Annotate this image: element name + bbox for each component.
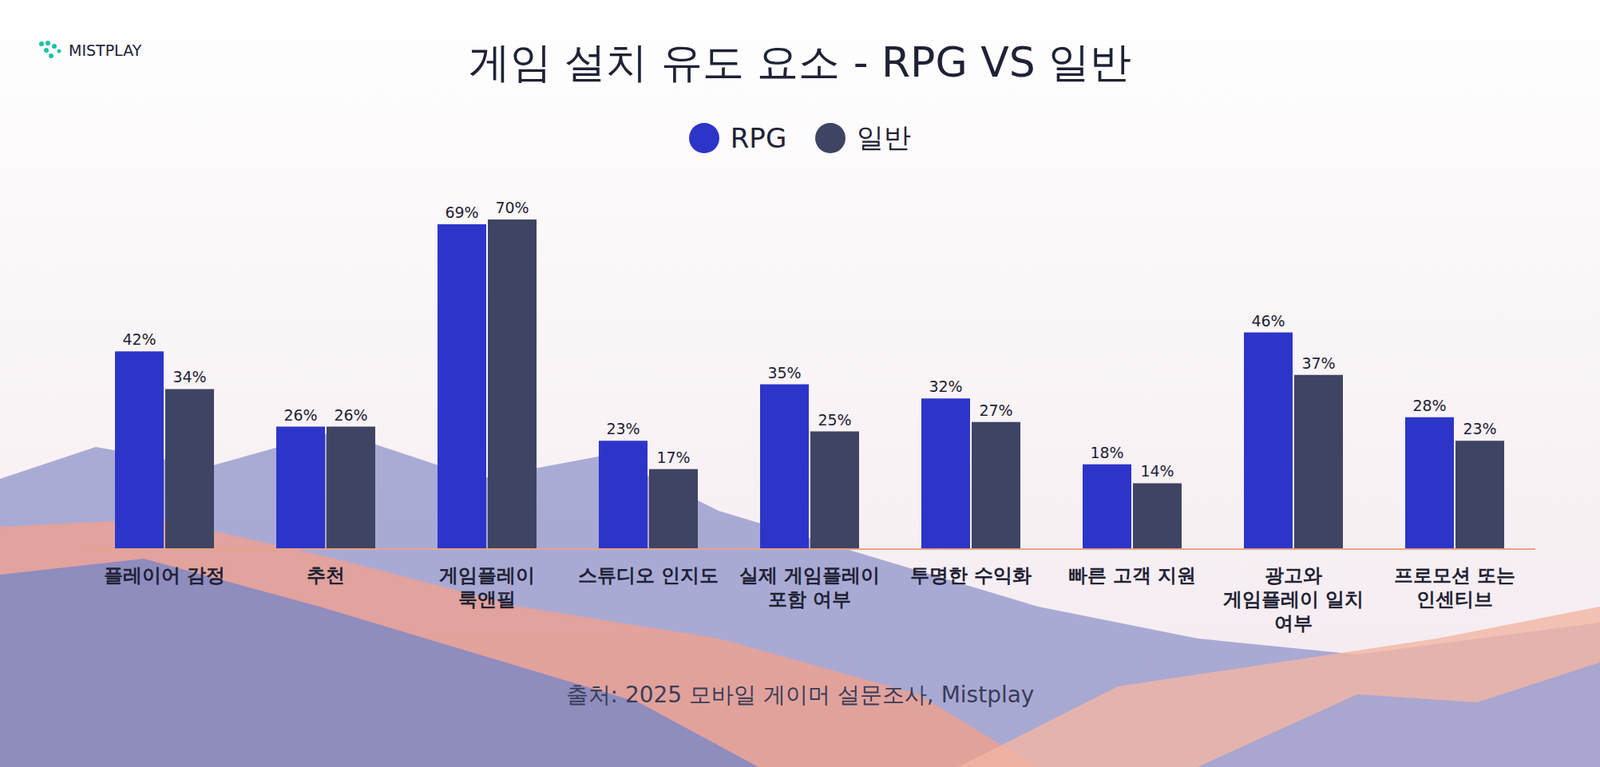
svg-text:14%: 14% <box>1140 462 1174 480</box>
html-text:게임 설치 유도 요소 - RPG VS 일반: 게임 설치 유도 요소 - RPG VS 일반 <box>468 38 1132 87</box>
svg-text:인센티브: 인센티브 <box>1416 588 1494 611</box>
html-text:RPG: RPG <box>730 122 787 155</box>
svg-text:28%: 28% <box>1412 396 1446 415</box>
svg-text:프로모션 또는: 프로모션 또는 <box>1394 564 1516 587</box>
svg-text:투명한 수익화: 투명한 수익화 <box>910 564 1032 587</box>
svg-text:광고와: 광고와 <box>1264 564 1323 587</box>
html-text:MISTPLAY: MISTPLAY <box>68 41 142 60</box>
svg-text:추천: 추천 <box>306 564 345 587</box>
svg-text:27%: 27% <box>978 401 1013 420</box>
svg-text:42%: 42% <box>122 330 156 349</box>
svg-text:게임플레이: 게임플레이 <box>439 564 535 587</box>
svg-text:여부: 여부 <box>1274 612 1313 635</box>
svg-text:18%: 18% <box>1089 443 1124 462</box>
html-text:출처: 2025 모바일 게이머 설문조사, Mistpla: 출처: 2025 모바일 게이머 설문조사, Mistplay <box>565 681 1035 709</box>
svg-text:17%: 17% <box>656 448 690 467</box>
svg-text:26%: 26% <box>333 406 368 424</box>
svg-text:35%: 35% <box>767 364 801 382</box>
svg-text:빠른 고객 지원: 빠른 고객 지원 <box>1068 564 1197 587</box>
svg-text:46%: 46% <box>1251 312 1285 330</box>
svg-text:26%: 26% <box>283 406 317 424</box>
svg-text:룩앤필: 룩앤필 <box>458 588 516 611</box>
svg-text:70%: 70% <box>495 198 529 217</box>
svg-text:23%: 23% <box>605 419 640 438</box>
html-text:일반: 일반 <box>856 121 912 154</box>
svg-text:32%: 32% <box>928 377 963 396</box>
svg-text:포함 여부: 포함 여부 <box>768 588 852 611</box>
svg-text:34%: 34% <box>172 368 206 386</box>
svg-text:23%: 23% <box>1462 419 1497 438</box>
svg-text:게임플레이 일치: 게임플레이 일치 <box>1223 588 1364 611</box>
svg-text:69%: 69% <box>444 203 479 222</box>
svg-text:25%: 25% <box>817 411 852 429</box>
svg-text:스튜디오 인지도: 스튜디오 인지도 <box>578 564 719 587</box>
svg-text:37%: 37% <box>1301 354 1335 373</box>
svg-text:실제 게임플레이: 실제 게임플레이 <box>739 564 880 587</box>
svg-text:플레이어 감정: 플레이어 감정 <box>103 564 226 587</box>
